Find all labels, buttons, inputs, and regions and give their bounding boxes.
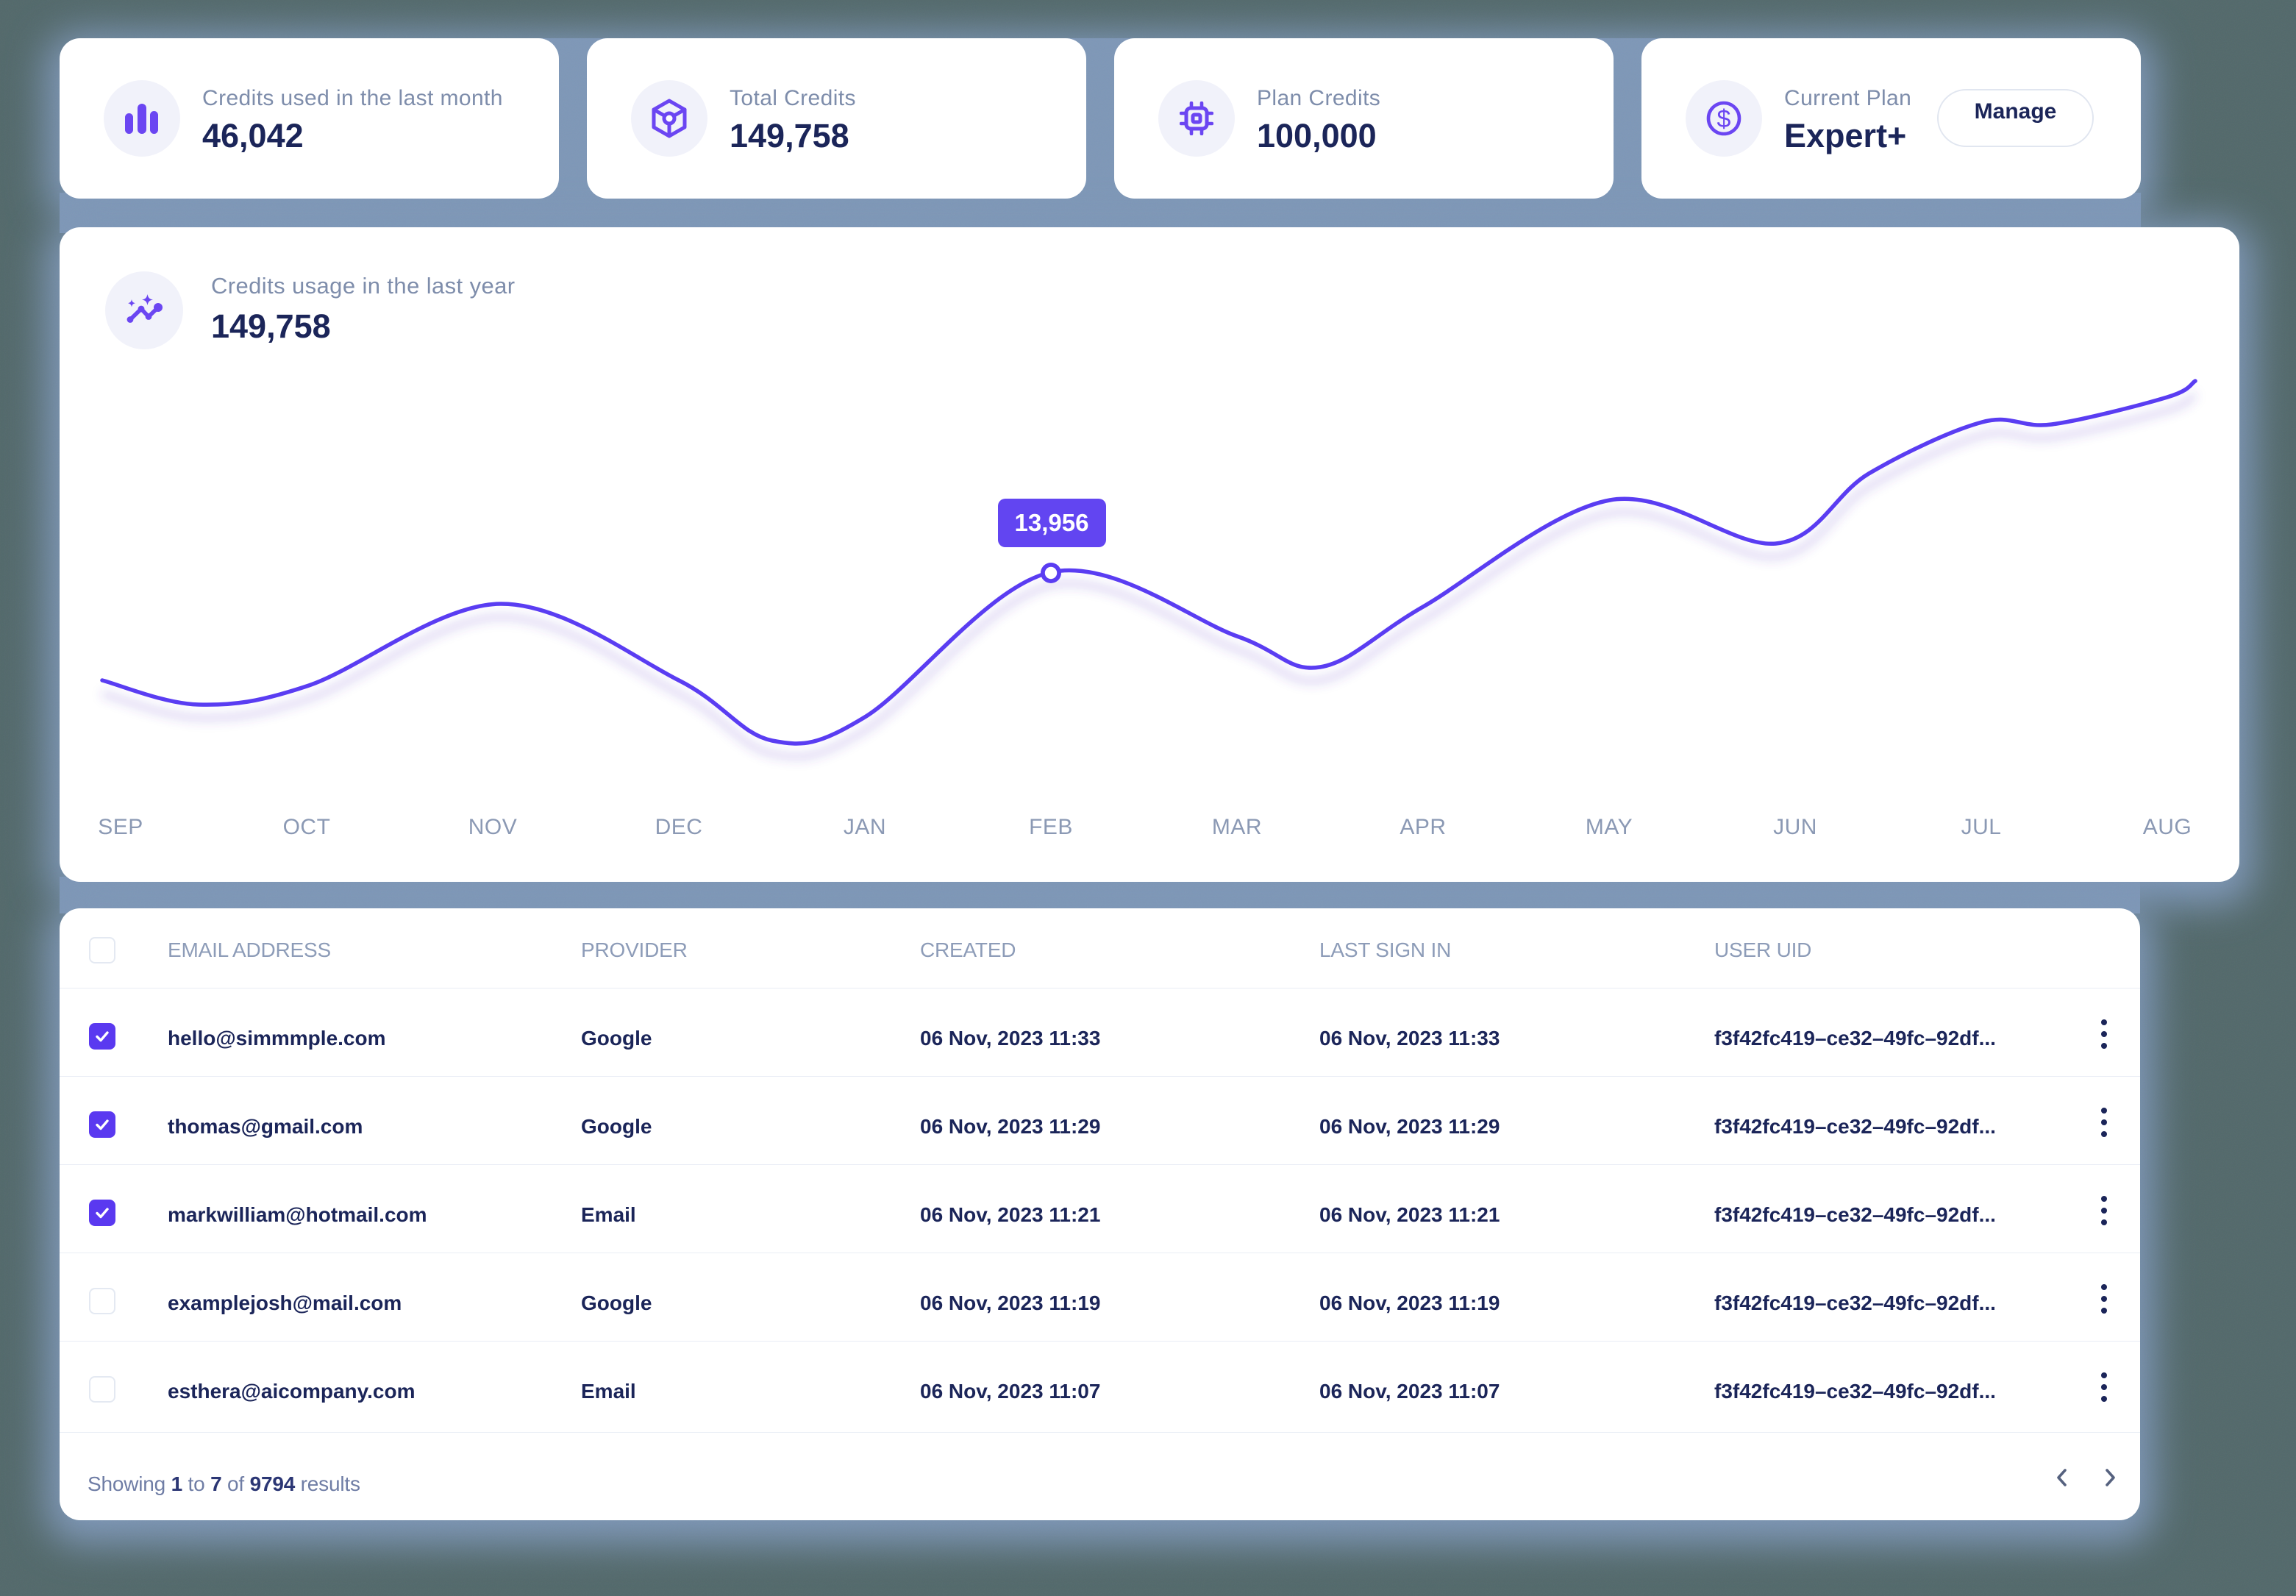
svg-text:$: $ [1717, 105, 1731, 133]
svg-text:13,956: 13,956 [1015, 509, 1089, 536]
